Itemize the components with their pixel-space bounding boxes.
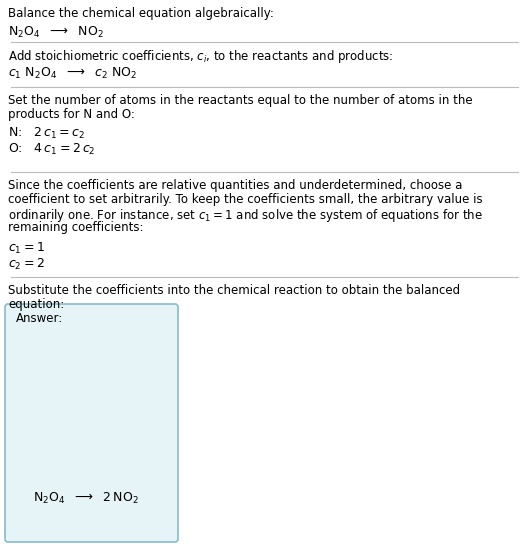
Text: Substitute the coefficients into the chemical reaction to obtain the balanced: Substitute the coefficients into the che… [8,284,460,297]
FancyBboxPatch shape [5,304,178,542]
Text: remaining coefficients:: remaining coefficients: [8,221,143,234]
Text: O:   $4\,c_1 = 2\,c_2$: O: $4\,c_1 = 2\,c_2$ [8,142,96,157]
Text: $c_1 = 1$: $c_1 = 1$ [8,241,45,256]
Text: coefficient to set arbitrarily. To keep the coefficients small, the arbitrary va: coefficient to set arbitrarily. To keep … [8,193,482,206]
Text: $c_2 = 2$: $c_2 = 2$ [8,257,45,272]
Text: $\mathrm{N_2O_4}$  $\longrightarrow$  $\mathrm{NO_2}$: $\mathrm{N_2O_4}$ $\longrightarrow$ $\ma… [8,25,104,40]
Text: Since the coefficients are relative quantities and underdetermined, choose a: Since the coefficients are relative quan… [8,179,462,192]
Text: Add stoichiometric coefficients, $c_i$, to the reactants and products:: Add stoichiometric coefficients, $c_i$, … [8,48,394,65]
Text: Set the number of atoms in the reactants equal to the number of atoms in the: Set the number of atoms in the reactants… [8,94,472,107]
Text: Balance the chemical equation algebraically:: Balance the chemical equation algebraica… [8,7,274,20]
Text: products for N and O:: products for N and O: [8,108,135,121]
Text: $\mathrm{N_2O_4}$  $\longrightarrow$  $\mathrm{2\,NO_2}$: $\mathrm{N_2O_4}$ $\longrightarrow$ $\ma… [33,491,139,506]
Text: $c_1\ \mathrm{N_2O_4}$  $\longrightarrow$  $c_2\ \mathrm{NO_2}$: $c_1\ \mathrm{N_2O_4}$ $\longrightarrow$… [8,66,138,81]
Text: N:   $2\,c_1 = c_2$: N: $2\,c_1 = c_2$ [8,126,85,141]
Text: Answer:: Answer: [16,312,63,325]
Text: ordinarily one. For instance, set $c_1 = 1$ and solve the system of equations fo: ordinarily one. For instance, set $c_1 =… [8,207,483,224]
Text: equation:: equation: [8,298,64,311]
